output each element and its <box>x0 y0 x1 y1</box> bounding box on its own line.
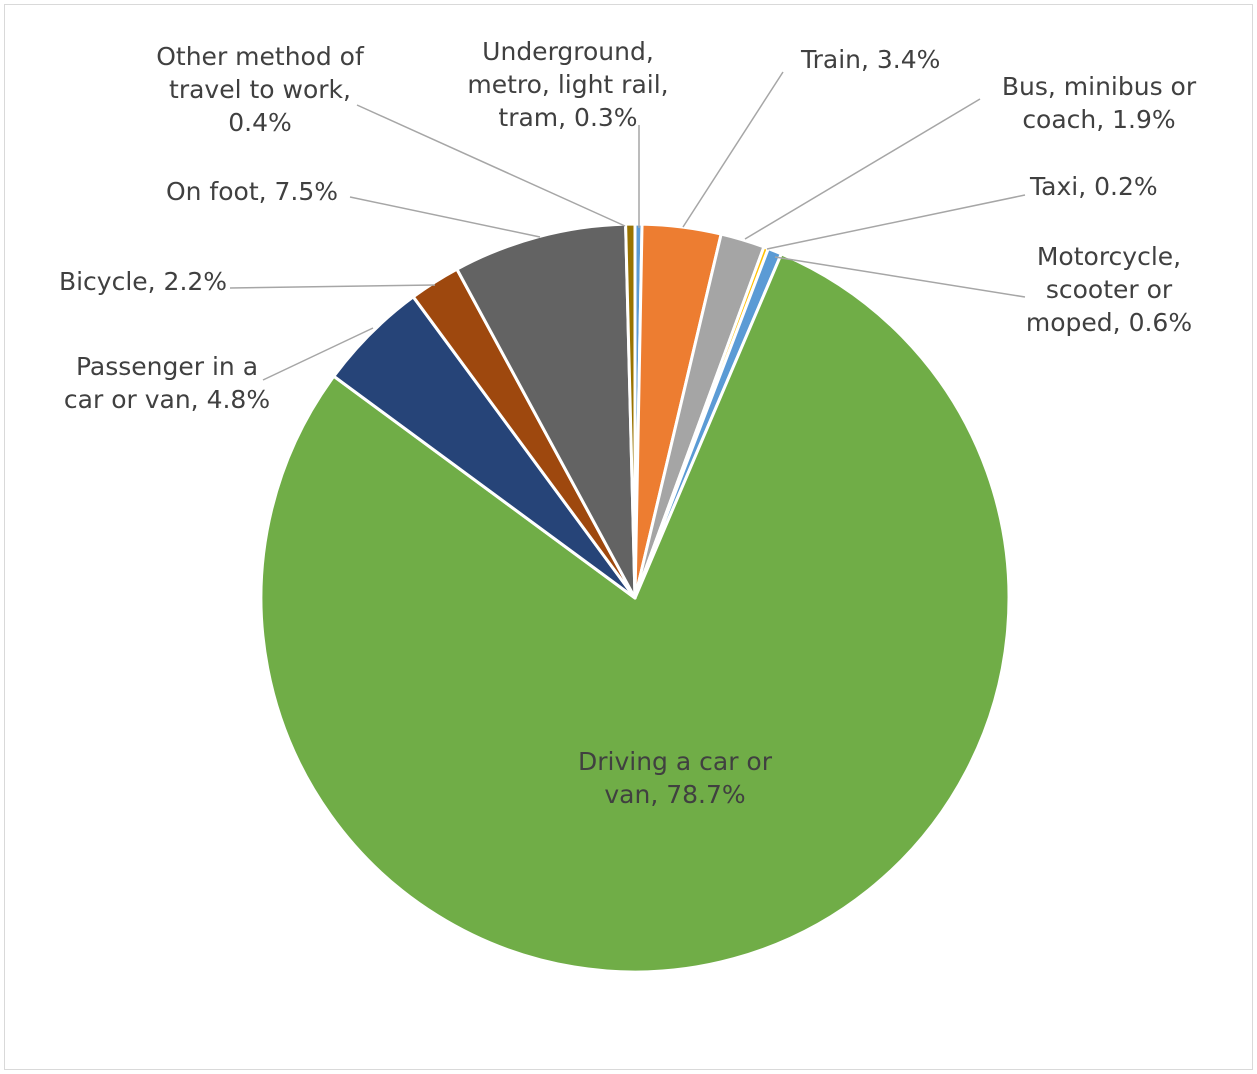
data-label-line: Taxi, 0.2% <box>1029 172 1158 201</box>
data-label-line: Underground, <box>482 37 654 66</box>
data-label-line: tram, 0.3% <box>498 103 637 132</box>
data-label-line: 0.4% <box>228 108 292 137</box>
data-label-line: moped, 0.6% <box>1026 308 1192 337</box>
data-label-line: Other method of <box>156 42 365 71</box>
data-label-line: Train, 3.4% <box>800 45 940 74</box>
data-label: On foot, 7.5% <box>166 177 338 206</box>
data-label: Driving a car or van, 78.7% <box>578 747 773 809</box>
data-label-line: van, 78.7% <box>604 780 745 809</box>
data-label-line: Motorcycle, <box>1037 242 1181 271</box>
data-label-line: coach, 1.9% <box>1022 105 1175 134</box>
data-label-line: car or van, 4.8% <box>64 385 270 414</box>
data-label-line: Bus, minibus or <box>1002 72 1197 101</box>
data-label: Bicycle, 2.2% <box>59 267 227 296</box>
data-label-line: metro, light rail, <box>467 70 668 99</box>
data-label: Underground, metro, light rail, tram, 0.3% <box>467 37 668 132</box>
data-label: Bus, minibus or coach, 1.9% <box>1002 72 1197 134</box>
leader-line <box>356 104 626 227</box>
leader-line <box>744 98 981 240</box>
leader-line <box>349 196 541 238</box>
pie-chart: Underground, metro, light rail, tram, 0.3%… <box>59 37 1197 974</box>
data-label: Taxi, 0.2% <box>1029 172 1158 201</box>
data-label-line: Passenger in a <box>76 352 258 381</box>
data-label-line: On foot, 7.5% <box>166 177 338 206</box>
leader-line <box>682 71 784 228</box>
leader-line <box>229 284 436 289</box>
chart-area: Underground, metro, light rail, tram, 0.3%… <box>4 4 1253 1070</box>
data-label: Motorcycle, scooter or moped, 0.6% <box>1026 242 1192 337</box>
data-label: Train, 3.4% <box>800 45 940 74</box>
data-label-line: scooter or <box>1046 275 1173 304</box>
leader-line <box>262 327 374 381</box>
leader-line <box>766 194 1026 250</box>
data-label-line: Driving a car or <box>578 747 773 776</box>
pie-slice-driving-a-car-or-van <box>259 252 1011 974</box>
data-label-line: Bicycle, 2.2% <box>59 267 227 296</box>
data-label: Passenger in a car or van, 4.8% <box>64 352 270 414</box>
leader-line <box>774 256 1026 298</box>
pie-slice-other-method-of-travel-to-work <box>624 222 637 600</box>
data-label-line: travel to work, <box>169 75 351 104</box>
data-label: Other method of travel to work, 0.4% <box>156 42 365 137</box>
